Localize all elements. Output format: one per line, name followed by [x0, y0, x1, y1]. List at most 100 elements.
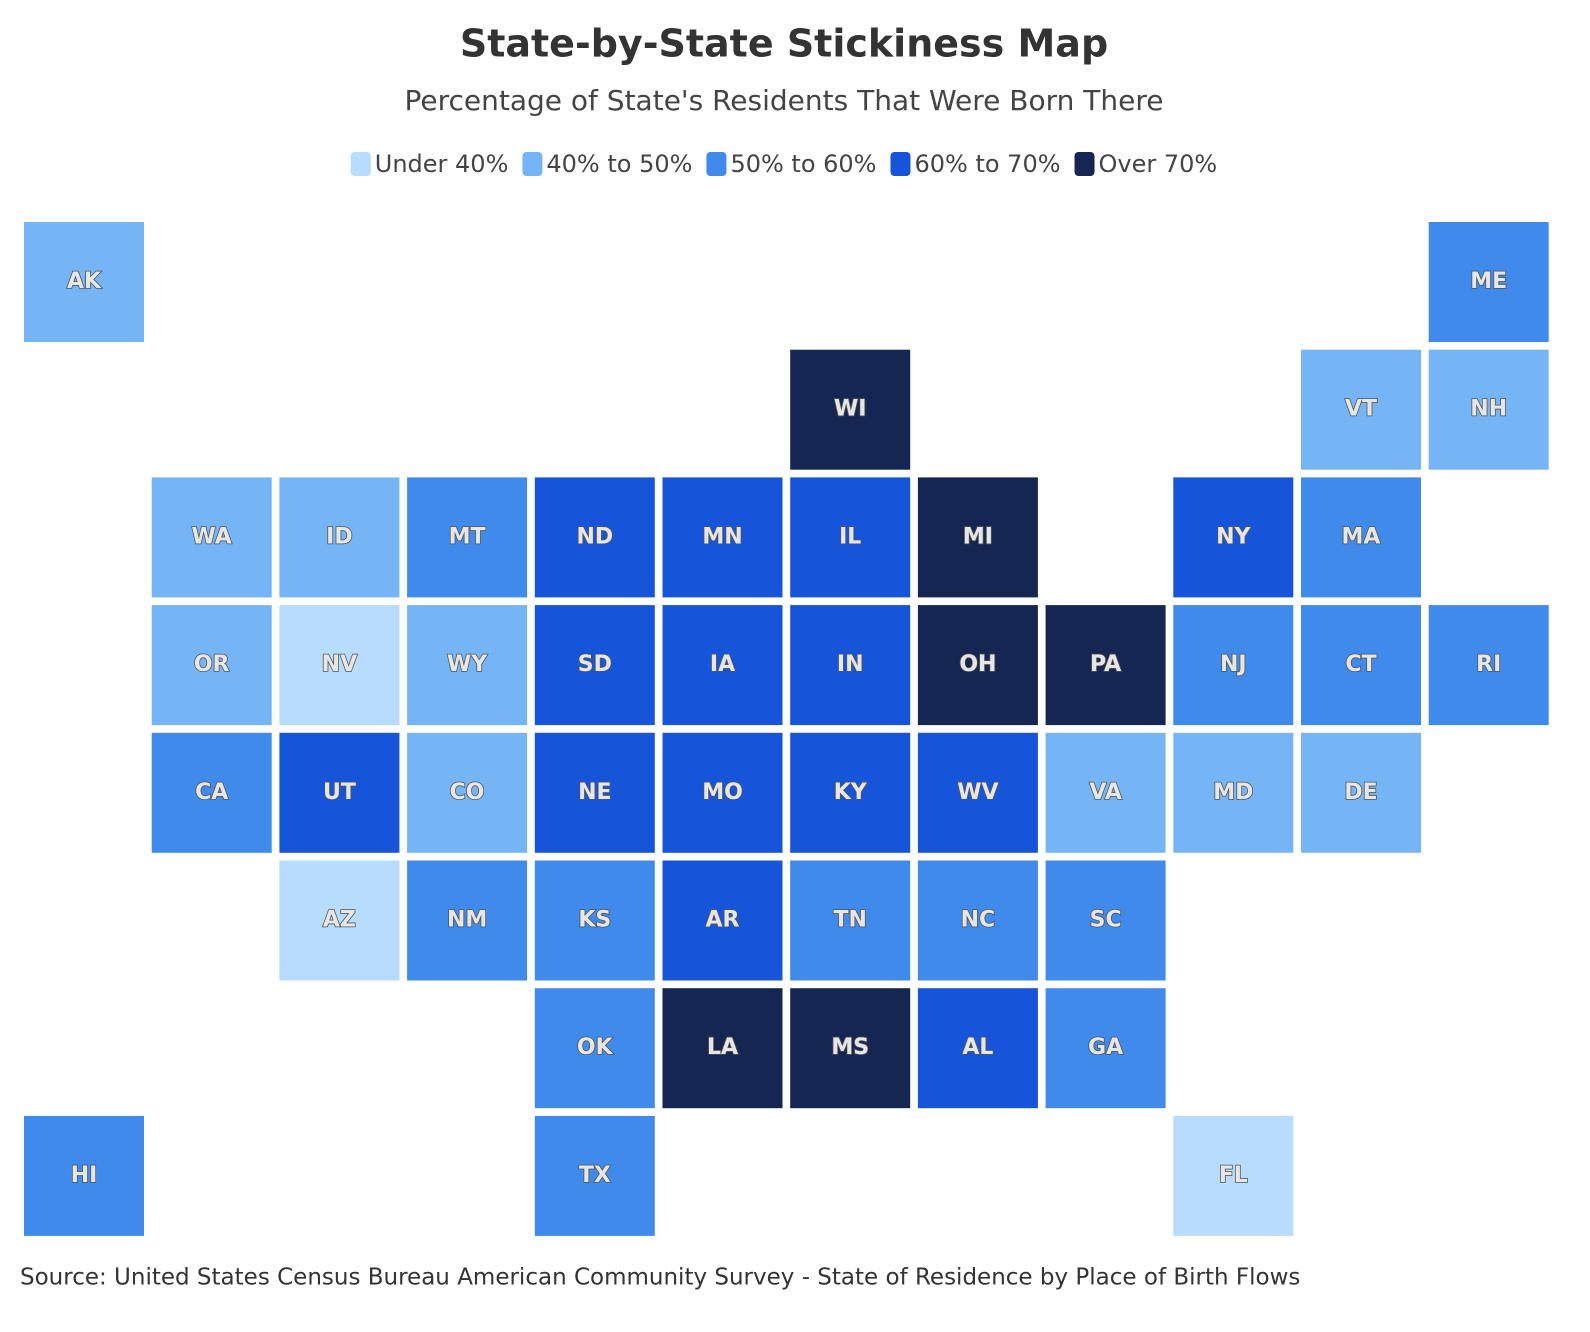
state-label: DE — [1344, 780, 1377, 805]
state-tile — [1301, 732, 1421, 853]
state-tile — [1045, 988, 1166, 1109]
state-label: RI — [1476, 652, 1501, 677]
state-tile — [24, 1115, 144, 1236]
state-tile — [662, 732, 783, 853]
state-tile — [279, 605, 400, 726]
state-tile — [151, 732, 272, 853]
state-label: ME — [1470, 269, 1507, 294]
state-tile — [662, 477, 783, 598]
legend-label: Over 70% — [1099, 150, 1218, 178]
state-label: CO — [450, 780, 485, 805]
state-label: GA — [1088, 1035, 1123, 1060]
state-label: FL — [1219, 1163, 1248, 1188]
state-tile — [1173, 1115, 1294, 1236]
state-tile — [1173, 605, 1294, 726]
state-label: WV — [957, 780, 998, 805]
state-tile — [151, 477, 272, 598]
state-tile — [917, 477, 1038, 598]
state-label: KS — [578, 908, 611, 933]
state-label: TX — [579, 1163, 611, 1188]
state-tile — [279, 732, 400, 853]
state-label: NE — [578, 780, 611, 805]
state-tile — [1301, 605, 1421, 726]
state-label: NV — [322, 652, 357, 677]
state-tile — [790, 732, 911, 853]
state-tile — [1173, 732, 1294, 853]
state-tile — [407, 860, 528, 981]
state-label: CA — [195, 780, 228, 805]
state-tile — [534, 605, 655, 726]
state-label: NJ — [1220, 652, 1247, 677]
state-label: LA — [707, 1035, 738, 1060]
state-label: OK — [577, 1035, 614, 1060]
state-label: MS — [831, 1035, 869, 1060]
title: State-by-State Stickiness Map — [460, 22, 1108, 66]
state-label: WA — [192, 524, 232, 549]
state-label: KY — [834, 780, 868, 805]
state-label: NH — [1470, 397, 1507, 422]
state-label: AK — [67, 269, 102, 294]
state-label: AL — [962, 1035, 993, 1060]
state-tile — [662, 988, 783, 1109]
state-tile — [790, 860, 911, 981]
state-tile — [1428, 349, 1549, 470]
state-label: CT — [1345, 652, 1376, 677]
state-tile — [1173, 477, 1294, 598]
state-tile — [790, 477, 911, 598]
state-tile — [534, 988, 655, 1109]
state-label: WI — [834, 397, 866, 422]
state-tile — [1301, 349, 1421, 470]
state-label: MO — [702, 780, 743, 805]
state-tile — [790, 349, 911, 470]
legend-swatch — [706, 152, 727, 176]
state-label: AR — [706, 908, 740, 933]
source: Source: United States Census Bureau Amer… — [20, 1265, 1300, 1291]
state-label: MN — [702, 524, 742, 549]
state-label: MA — [1342, 524, 1381, 549]
state-tile — [407, 605, 528, 726]
state-tile — [534, 477, 655, 598]
legend-label: Under 40% — [375, 150, 509, 178]
state-label: IA — [710, 652, 735, 677]
legend-swatch — [522, 152, 543, 176]
state-tile — [917, 860, 1038, 981]
state-label: TN — [833, 908, 866, 933]
state-label: ND — [576, 524, 613, 549]
state-tile — [534, 1115, 655, 1236]
state-tile — [407, 477, 528, 598]
state-tile — [917, 732, 1038, 853]
state-tile — [662, 605, 783, 726]
state-tile — [1045, 605, 1166, 726]
tile-grid: AK ME WI VT NH WA ID MT ND MN IL MI NY MA OR NV WY SD IA IN… — [24, 222, 1549, 1236]
state-label: NY — [1216, 524, 1251, 549]
state-tile — [1045, 732, 1166, 853]
state-label: OH — [959, 652, 996, 677]
legend-label: 50% to 60% — [730, 150, 876, 178]
state-label: SC — [1090, 908, 1122, 933]
state-label: IN — [837, 652, 864, 677]
state-label: VT — [1345, 397, 1377, 422]
state-label: HI — [71, 1163, 98, 1188]
state-label: AZ — [323, 908, 356, 933]
subtitle: Percentage of State's Residents That Wer… — [405, 84, 1164, 117]
state-tile — [1428, 222, 1549, 342]
state-tile — [790, 605, 911, 726]
state-label: VA — [1089, 780, 1122, 805]
state-label: IL — [839, 524, 861, 549]
state-label: OR — [194, 652, 230, 677]
state-label: UT — [323, 780, 356, 805]
state-tile — [790, 988, 911, 1109]
state-label: NC — [961, 908, 996, 933]
state-tile — [917, 605, 1038, 726]
state-label: SD — [578, 652, 612, 677]
state-label: ID — [326, 524, 352, 549]
state-label: MT — [449, 524, 486, 549]
legend-label: 60% to 70% — [914, 150, 1060, 178]
state-tile — [279, 477, 400, 598]
legend-swatch — [890, 152, 911, 176]
legend-swatch — [350, 152, 371, 176]
state-tile — [151, 605, 272, 726]
state-tile — [24, 222, 144, 342]
